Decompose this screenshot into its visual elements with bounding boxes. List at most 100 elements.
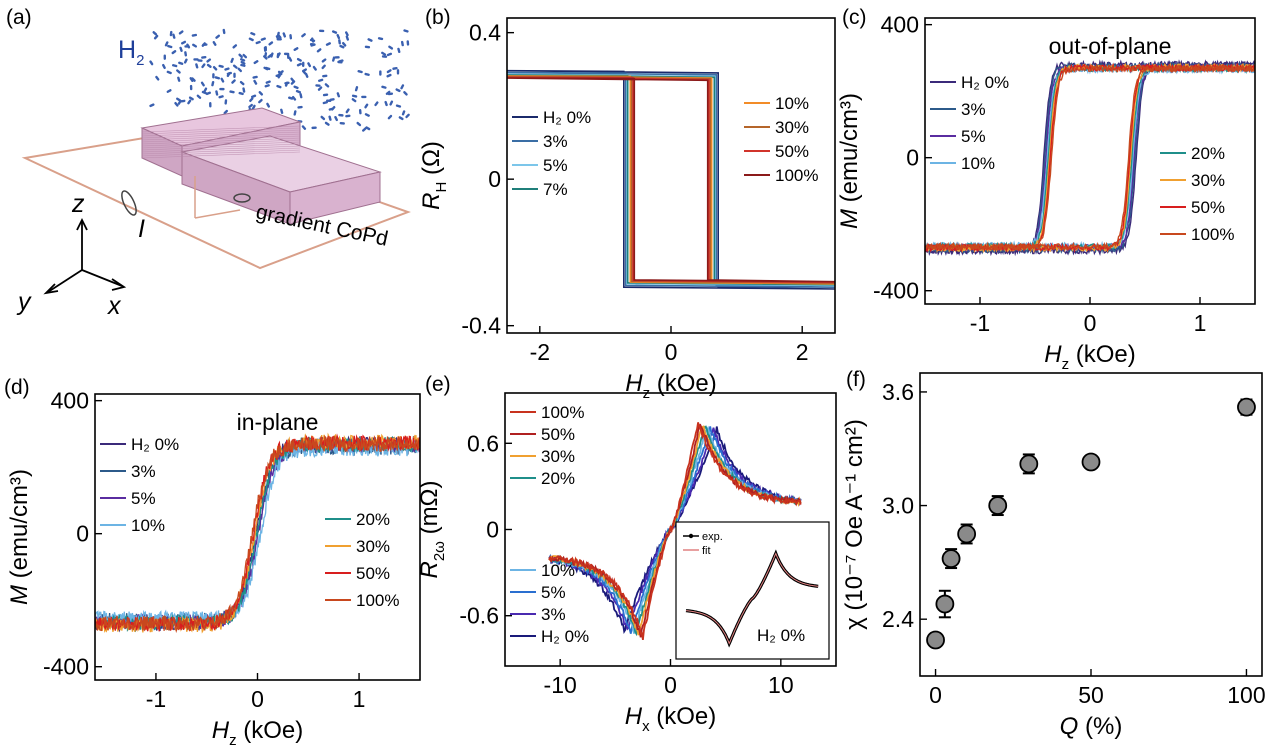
h2-molecule-icon [191, 33, 198, 37]
legend-label: H₂ 0% [131, 435, 179, 454]
data-point [941, 549, 961, 568]
x-axis-label: x [107, 292, 122, 320]
x-tick-label: 1 [1194, 310, 1207, 336]
h2-molecule-icon [172, 64, 178, 68]
h2-molecule-icon [354, 86, 359, 92]
h2-molecule-icon [284, 81, 290, 85]
h2-molecule-icon [367, 38, 373, 42]
h2-molecule-icon [181, 40, 187, 45]
inset-legend-marker [688, 533, 694, 539]
h2-molecule-icon [356, 121, 362, 127]
h2-molecule-icon [191, 77, 196, 82]
plot-area [507, 69, 835, 290]
legend-label: 3% [541, 605, 566, 624]
h2-molecule-icon [224, 67, 230, 71]
plot-area [548, 422, 802, 641]
x-tick-label: -1 [970, 310, 990, 336]
chart-panels: -2 0 2 -0.4 0 0.4 Hz (kOe) RH (Ω) (b) H₂ 0% 3% 5% 7%… [4, 6, 1266, 746]
h2-molecule-icon [258, 91, 264, 96]
h2-molecule-icon [345, 35, 349, 41]
h2-molecule-icon [231, 79, 236, 84]
h2-molecule-icon [320, 115, 326, 121]
lattice-line [141, 143, 301, 151]
h2-molecule-icon [239, 80, 245, 86]
substrate-plane [21, 130, 411, 270]
h2-molecule-icon [214, 76, 220, 80]
h2-molecule-icon [242, 53, 248, 59]
h2-molecule-icon [215, 34, 221, 39]
h2-molecule-icon [293, 47, 299, 51]
h2-molecule-icon [398, 116, 404, 121]
h2-molecule-icon [186, 43, 191, 49]
h2-molecule-icon [321, 58, 327, 63]
h2-molecule-icon [276, 31, 280, 38]
x-axis-label: Hz (kOe) [1044, 341, 1136, 373]
y-tick-label: -0.6 [459, 603, 499, 629]
legend-label: 100% [356, 591, 399, 610]
h2-molecule-icon [183, 58, 188, 64]
h2-molecule-icon [301, 125, 307, 130]
h2-molecule-icon [384, 100, 388, 107]
h2-molecule-icon [344, 31, 349, 37]
h2-molecule-icon [290, 77, 295, 83]
h2-molecule-icon [386, 52, 393, 57]
y-tick-label: 0 [906, 145, 919, 171]
h2-molecule-icon [341, 41, 347, 47]
legend-label: 50% [1191, 198, 1225, 217]
h2-molecule-icon [189, 77, 194, 82]
h2-molecule-icon [345, 108, 350, 114]
x-tick-label: 100 [1227, 682, 1265, 708]
h2-molecule-icon [400, 40, 404, 47]
h2-molecule-icon [299, 92, 303, 99]
lattice-line [141, 125, 301, 133]
x-tick-label: 0 [1084, 310, 1097, 336]
lattice-line [141, 133, 301, 141]
h2-molecule-icon [405, 113, 410, 119]
h2-molecule-icon [212, 66, 218, 71]
h2-molecule-icon [201, 63, 206, 69]
h2-molecule-icon [301, 33, 306, 38]
y-axis-label: y [16, 288, 32, 316]
h2-molecule-icon [250, 31, 256, 36]
hall-bar [140, 107, 382, 225]
h2-molecule-icon [248, 103, 253, 109]
panel-d: -1 0 1 -400 0 400 Hz (kOe) M (emu/cm³) (d) in-pla… [4, 376, 421, 746]
h2-molecule-icon [312, 65, 317, 71]
h2-molecule-icon [174, 101, 179, 107]
h2-molecule-icon [206, 58, 212, 63]
legend-label: 100% [541, 403, 584, 422]
h2-molecule-icon [364, 103, 369, 109]
legend-label: 5% [541, 583, 566, 602]
h2-molecule-icon [400, 84, 405, 90]
legend-label: 3% [543, 132, 568, 151]
h2-molecule-icon [149, 103, 155, 108]
h2-molecule-icon [395, 88, 401, 93]
h2-molecule-icon [374, 101, 379, 107]
h2-molecule-icon [324, 83, 330, 88]
h2-molecule-icon [223, 109, 229, 115]
x-tick-label: 0 [251, 686, 264, 712]
h2-molecule-icon [397, 47, 401, 54]
x-tick-label: -1 [146, 686, 166, 712]
inset-frame [675, 521, 830, 660]
inset-fit-line [685, 552, 819, 645]
data-point [988, 496, 1008, 515]
panel-label: (b) [425, 6, 451, 29]
h2-molecule-icon [395, 104, 402, 108]
h2-molecule-icon [392, 67, 398, 70]
h2-molecule-icon [253, 79, 258, 85]
lattice-line [141, 149, 301, 157]
lattice-line [141, 139, 301, 147]
x-tick-label: 50 [1078, 682, 1104, 708]
panel-b: -2 0 2 -0.4 0 0.4 Hz (kOe) RH (Ω) (b) H₂ 0% 3% 5% 7%… [418, 6, 836, 402]
current-label: I [138, 215, 145, 243]
h2-molecule-icon [253, 60, 259, 65]
legend-label: 50% [541, 425, 575, 444]
y-tick-label: 3.0 [882, 493, 914, 519]
h2-molecule-icon [258, 98, 263, 104]
h2-molecule-icon [331, 30, 338, 34]
h2-molecule-icon [240, 63, 246, 67]
legend-label: 10% [541, 561, 575, 580]
legend-label: 30% [775, 118, 809, 137]
h2-molecule-icon [386, 73, 392, 78]
